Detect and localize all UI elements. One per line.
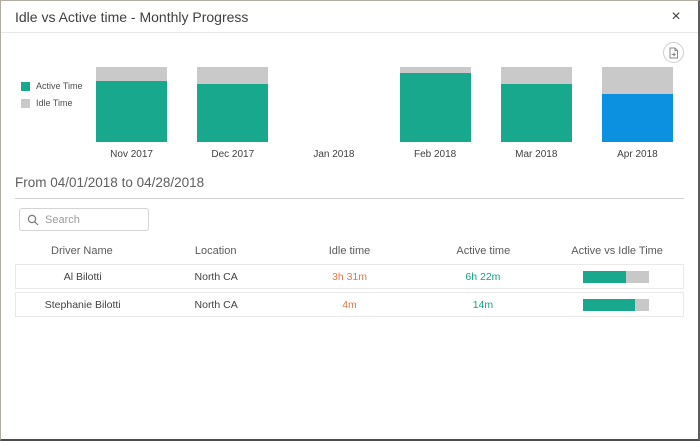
cell-location: North CA xyxy=(194,270,238,283)
cell-driver-name: Al Bilotti xyxy=(63,270,102,283)
chart-slot-nov-2017: Nov 2017 xyxy=(81,67,182,162)
legend-label: Active Time xyxy=(36,81,83,91)
legend-item-idle-time[interactable]: Idle Time xyxy=(21,98,81,108)
cell-idle-time: 3h 31m xyxy=(332,270,368,283)
export-report-icon xyxy=(668,47,679,59)
chart-slot-apr-2018: Apr 2018 xyxy=(587,67,688,162)
chart-bar-mar-2018[interactable] xyxy=(500,67,572,142)
legend-label: Idle Time xyxy=(36,98,73,108)
cell-active-vs-idle xyxy=(550,270,683,283)
active-segment xyxy=(197,83,269,142)
cell-active-time: 6h 22m xyxy=(465,270,501,283)
active-segment xyxy=(96,81,167,142)
legend-item-active-time[interactable]: Active Time xyxy=(21,81,83,91)
x-axis-label: Dec 2017 xyxy=(211,149,255,160)
table-body: Al Bilotti North CA 3h 31m 6h 22m Stephanie … xyxy=(15,264,684,317)
cell-location: North CA xyxy=(194,298,238,311)
close-icon[interactable]: × xyxy=(671,8,681,25)
idle-segment xyxy=(399,67,471,73)
table-row[interactable]: Stephanie Bilotti North CA 4m 14m xyxy=(15,292,684,317)
column-header-active-time[interactable]: Active time xyxy=(456,245,511,257)
period-label: From 04/01/2018 to 04/28/2018 xyxy=(15,175,684,199)
legend-swatch xyxy=(21,81,30,91)
chart-legend: Active Time Idle Time xyxy=(1,67,83,115)
export-button[interactable] xyxy=(663,42,684,63)
cell-active-vs-idle xyxy=(550,298,683,311)
active-segment xyxy=(602,94,673,142)
search-icon xyxy=(27,214,39,226)
search-row xyxy=(19,208,698,231)
chart-bar-nov-2017[interactable] xyxy=(96,67,167,142)
x-axis-label: Mar 2018 xyxy=(515,149,558,160)
chart-slot-feb-2018: Feb 2018 xyxy=(385,67,486,162)
cell-active-time: 14m xyxy=(472,298,494,311)
x-axis-label: Apr 2018 xyxy=(617,149,658,160)
idle-segment xyxy=(602,67,673,94)
dialog-title: Idle vs Active time - Monthly Progress xyxy=(15,8,249,25)
search-input[interactable] xyxy=(45,213,141,226)
idle-segment xyxy=(197,67,269,84)
chart-slot-mar-2018: Mar 2018 xyxy=(486,67,587,162)
column-header-idle-time[interactable]: Idle time xyxy=(328,245,371,257)
chart-slot-dec-2017: Dec 2017 xyxy=(182,67,283,162)
x-axis-label: Feb 2018 xyxy=(413,149,457,160)
active-vs-idle-fill xyxy=(583,298,635,311)
column-header-driver-name[interactable]: Driver Name xyxy=(51,245,113,257)
monthly-progress-chart: Active Time Idle Time Nov 2017 Dec 2017 Jan… xyxy=(1,67,698,162)
active-vs-idle-bar xyxy=(583,270,650,283)
titlebar: Idle vs Active time - Monthly Progress × xyxy=(1,1,698,33)
drivers-table: Driver Name Location Idle time Active time A… xyxy=(15,241,684,317)
x-axis-label: Nov 2017 xyxy=(110,149,153,160)
table-row[interactable]: Al Bilotti North CA 3h 31m 6h 22m xyxy=(15,264,684,289)
active-vs-idle-fill xyxy=(583,270,626,283)
active-segment xyxy=(399,73,471,142)
chart-bar-dec-2017[interactable] xyxy=(197,67,269,142)
cell-driver-name: Stephanie Bilotti xyxy=(44,298,121,311)
chart-bar-feb-2018[interactable] xyxy=(399,67,471,142)
active-segment xyxy=(500,83,572,142)
chart-slot-jan-2018: Jan 2018 xyxy=(283,67,384,162)
search-box xyxy=(19,208,149,231)
column-header-location[interactable]: Location xyxy=(194,245,237,257)
active-vs-idle-bar xyxy=(583,298,650,311)
chart-bar-apr-2018[interactable] xyxy=(602,67,673,142)
cell-idle-time: 4m xyxy=(342,298,357,311)
table-header-row: Driver Name Location Idle time Active time A… xyxy=(15,241,684,261)
legend-swatch xyxy=(21,98,30,108)
x-axis-label: Jan 2018 xyxy=(313,149,355,160)
column-header-active-vs-idle-time[interactable]: Active vs Idle Time xyxy=(571,245,663,257)
idle-segment xyxy=(500,67,572,84)
idle-segment xyxy=(96,67,167,82)
chart-plot-area: Nov 2017 Dec 2017 Jan 2018 Feb 2018 Mar 2018… xyxy=(81,67,688,162)
